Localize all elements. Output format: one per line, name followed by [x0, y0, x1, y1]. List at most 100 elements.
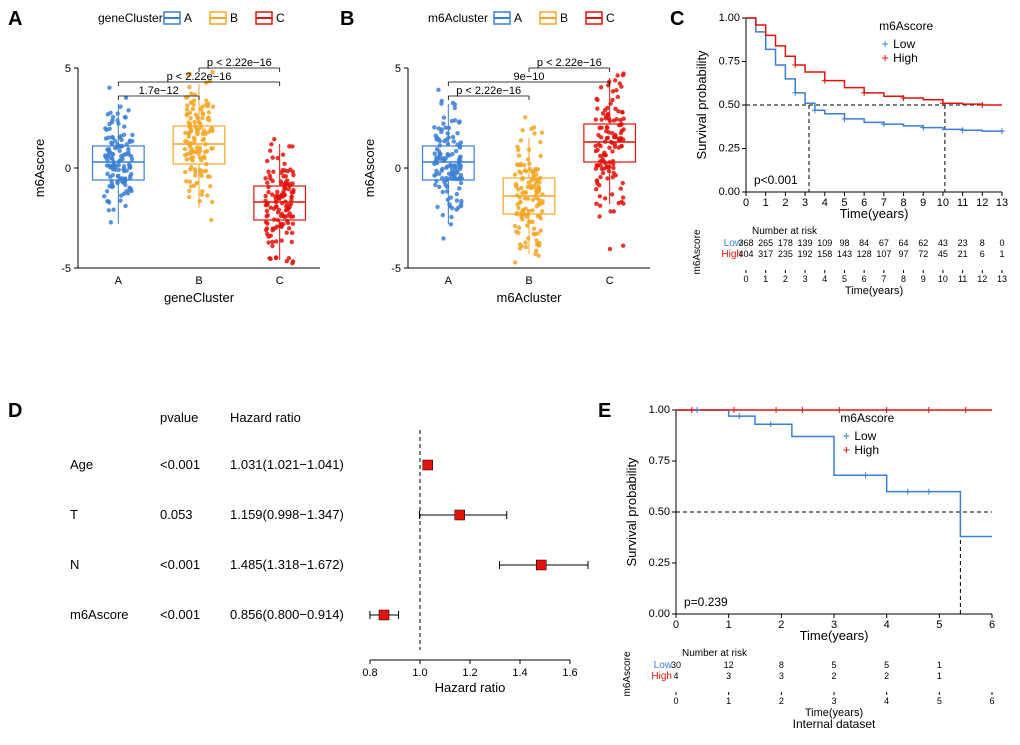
panel-a-label: A [8, 8, 22, 31]
svg-text:9: 9 [920, 197, 926, 209]
svg-text:geneCluster: geneCluster [164, 290, 235, 305]
svg-text:A: A [184, 11, 192, 25]
svg-text:Time(years): Time(years) [840, 206, 909, 221]
panel-d-label: D [8, 400, 22, 423]
svg-text:-5: -5 [391, 263, 401, 275]
svg-text:192: 192 [798, 249, 813, 259]
svg-text:10: 10 [938, 274, 948, 284]
svg-text:1: 1 [937, 660, 942, 670]
svg-text:9e−10: 9e−10 [514, 71, 545, 83]
svg-text:Time(years): Time(years) [845, 285, 903, 297]
svg-text:21: 21 [958, 249, 968, 259]
svg-text:8: 8 [779, 660, 784, 670]
svg-text:2: 2 [778, 619, 784, 631]
svg-text:5: 5 [842, 274, 847, 284]
svg-text:6: 6 [989, 619, 995, 631]
svg-text:Low: Low [854, 429, 876, 443]
svg-text:72: 72 [918, 249, 928, 259]
svg-text:67: 67 [879, 238, 889, 248]
svg-text:1: 1 [999, 249, 1004, 259]
svg-text:0: 0 [395, 163, 401, 175]
svg-text:p < 2.22e−16: p < 2.22e−16 [537, 57, 602, 69]
svg-text:8: 8 [980, 238, 985, 248]
svg-text:4: 4 [884, 696, 889, 706]
svg-text:0: 0 [673, 696, 678, 706]
svg-text:0.856(0.800−0.914): 0.856(0.800−0.914) [230, 607, 344, 622]
svg-text:p < 2.22e−16: p < 2.22e−16 [167, 71, 232, 83]
svg-text:High: High [854, 443, 879, 457]
svg-text:1.6: 1.6 [562, 667, 577, 679]
panel-a-boxplot: geneClusterABC-505ABC1.7e−12p < 2.22e−16… [30, 8, 330, 308]
svg-text:Number at risk: Number at risk [752, 226, 818, 237]
svg-text:High: High [893, 51, 918, 65]
svg-text:0: 0 [65, 163, 71, 175]
svg-text:6: 6 [980, 249, 985, 259]
svg-text:m6Ascore: m6Ascore [622, 651, 633, 696]
panel-e-survival: 0.000.250.500.751.000123456m6AscoreLowHi… [620, 400, 1000, 730]
svg-text:3: 3 [726, 671, 731, 681]
svg-text:7: 7 [881, 274, 886, 284]
svg-text:11: 11 [958, 274, 967, 284]
svg-text:0.50: 0.50 [649, 506, 670, 518]
svg-text:m6Ascore: m6Ascore [70, 607, 129, 622]
svg-text:84: 84 [859, 238, 869, 248]
svg-text:12: 12 [977, 274, 987, 284]
svg-text:97: 97 [899, 249, 909, 259]
svg-text:2: 2 [779, 696, 784, 706]
svg-text:Hazard ratio: Hazard ratio [435, 680, 506, 695]
svg-text:Survival probability: Survival probability [694, 50, 709, 160]
svg-text:1.485(1.318−1.672): 1.485(1.318−1.672) [230, 557, 344, 572]
svg-text:pvalue: pvalue [160, 410, 198, 425]
svg-text:m6Acluster: m6Acluster [496, 290, 562, 305]
svg-text:10: 10 [937, 197, 949, 209]
svg-text:3: 3 [779, 671, 784, 681]
svg-text:1.00: 1.00 [649, 404, 670, 416]
svg-text:A: A [115, 275, 123, 287]
svg-text:0.75: 0.75 [719, 56, 740, 68]
svg-text:1: 1 [726, 696, 731, 706]
svg-text:Time(years): Time(years) [800, 628, 869, 643]
svg-text:265: 265 [758, 238, 773, 248]
svg-text:98: 98 [839, 238, 849, 248]
svg-text:N: N [70, 557, 79, 572]
svg-text:3: 3 [802, 197, 808, 209]
svg-text:0.25: 0.25 [649, 557, 670, 569]
svg-text:C: C [276, 275, 284, 287]
svg-text:<0.001: <0.001 [160, 457, 200, 472]
svg-text:4: 4 [884, 619, 890, 631]
svg-text:62: 62 [918, 238, 928, 248]
svg-text:A: A [445, 275, 453, 287]
svg-text:3: 3 [803, 274, 808, 284]
svg-text:Low: Low [893, 37, 915, 51]
svg-text:0: 0 [673, 619, 679, 631]
svg-text:m6Ascore: m6Ascore [840, 411, 894, 425]
svg-text:158: 158 [817, 249, 832, 259]
svg-text:4: 4 [673, 671, 678, 681]
svg-text:m6Ascore: m6Ascore [692, 229, 703, 274]
svg-text:-5: -5 [61, 263, 71, 275]
svg-text:13: 13 [996, 197, 1008, 209]
svg-text:B: B [525, 275, 532, 287]
svg-text:3: 3 [831, 696, 836, 706]
svg-text:1: 1 [726, 619, 732, 631]
svg-text:139: 139 [798, 238, 813, 248]
svg-text:8: 8 [901, 274, 906, 284]
svg-text:5: 5 [65, 63, 71, 75]
svg-text:45: 45 [938, 249, 948, 259]
svg-text:Survival probability: Survival probability [624, 457, 639, 567]
svg-text:1.031(1.021−1.041): 1.031(1.021−1.041) [230, 457, 344, 472]
svg-text:0: 0 [743, 274, 748, 284]
svg-text:107: 107 [876, 249, 891, 259]
svg-text:23: 23 [958, 238, 968, 248]
svg-text:30: 30 [671, 660, 681, 670]
svg-text:p<0.001: p<0.001 [754, 173, 798, 187]
svg-text:1: 1 [763, 274, 768, 284]
svg-text:High: High [651, 671, 672, 682]
panel-c-survival: 0.000.250.500.751.00012345678910111213m6… [690, 8, 1010, 308]
svg-text:11: 11 [957, 197, 968, 209]
svg-text:0.8: 0.8 [362, 667, 377, 679]
panel-b-boxplot: m6AclusterABC-505ABCp < 2.22e−169e−10p <… [360, 8, 660, 308]
panel-b-label: B [340, 8, 354, 31]
svg-text:1.2: 1.2 [462, 667, 477, 679]
svg-text:B: B [560, 11, 568, 25]
